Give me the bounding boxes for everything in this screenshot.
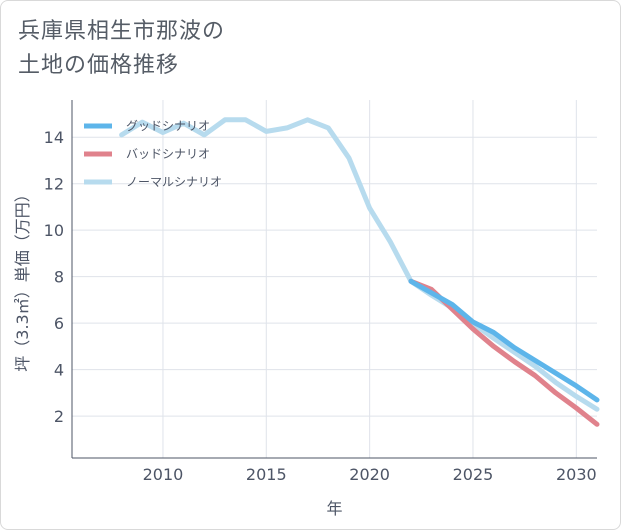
x-tick-label: 2015 <box>246 465 287 484</box>
y-tick-label: 8 <box>54 268 64 287</box>
y-tick-label: 14 <box>44 128 64 147</box>
series-line-1 <box>408 278 600 403</box>
x-tick-label: 2020 <box>349 465 390 484</box>
y-tick-label: 6 <box>54 314 64 333</box>
chart-title-line-1: 兵庫県相生市那波の <box>18 19 226 44</box>
y-tick-label: 10 <box>44 221 64 240</box>
tick-labels: 2010 2015 2020 2025 2030 2 4 6 8 10 12 14 <box>44 128 597 484</box>
x-axis-title: 年 <box>326 499 342 518</box>
legend-label: グッドシナリオ <box>126 119 210 133</box>
chart-title-line-2: 土地の価格推移 <box>18 53 180 78</box>
series-line-3 <box>119 117 600 412</box>
y-tick-label: 4 <box>54 361 64 380</box>
chart-title: 兵庫県相生市那波の 土地の価格推移 <box>18 15 438 83</box>
x-tick-label: 2010 <box>143 465 184 484</box>
y-axis-title: 坪（3.3㎡）単価（万円） <box>13 186 32 371</box>
series-lines <box>119 117 600 427</box>
axes <box>71 100 597 459</box>
x-tick-label: 2030 <box>556 465 597 484</box>
y-tick-label: 12 <box>44 175 64 194</box>
legend-label: ノーマルシナリオ <box>126 175 222 189</box>
x-tick-label: 2025 <box>453 465 494 484</box>
legend-label: バッドシナリオ <box>126 147 210 161</box>
y-tick-label: 2 <box>54 407 64 426</box>
